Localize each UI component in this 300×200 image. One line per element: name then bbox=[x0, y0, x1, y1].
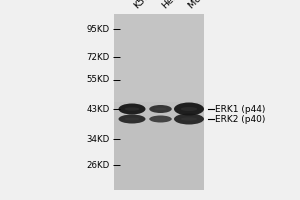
Ellipse shape bbox=[124, 118, 140, 120]
Ellipse shape bbox=[118, 114, 146, 123]
Text: 34KD: 34KD bbox=[86, 134, 110, 144]
Text: ERK2 (p40): ERK2 (p40) bbox=[215, 114, 266, 123]
Ellipse shape bbox=[124, 107, 140, 111]
Ellipse shape bbox=[181, 117, 197, 121]
Ellipse shape bbox=[118, 104, 146, 114]
Ellipse shape bbox=[181, 107, 197, 111]
Text: HeLa: HeLa bbox=[160, 0, 184, 10]
Text: 95KD: 95KD bbox=[86, 24, 110, 33]
Text: Mouse brain: Mouse brain bbox=[188, 0, 235, 10]
Bar bbox=[114, 14, 204, 190]
Text: 72KD: 72KD bbox=[86, 52, 110, 62]
Ellipse shape bbox=[174, 114, 204, 124]
Ellipse shape bbox=[149, 116, 172, 122]
Text: ERK1 (p44): ERK1 (p44) bbox=[215, 104, 266, 114]
Ellipse shape bbox=[154, 118, 167, 120]
Ellipse shape bbox=[154, 108, 167, 110]
Text: 55KD: 55KD bbox=[86, 75, 110, 84]
Ellipse shape bbox=[149, 105, 172, 113]
Ellipse shape bbox=[174, 102, 204, 116]
Text: K562: K562 bbox=[132, 0, 155, 10]
Text: 26KD: 26KD bbox=[86, 160, 110, 170]
Text: 43KD: 43KD bbox=[86, 104, 110, 114]
Bar bbox=[114, 14, 204, 102]
